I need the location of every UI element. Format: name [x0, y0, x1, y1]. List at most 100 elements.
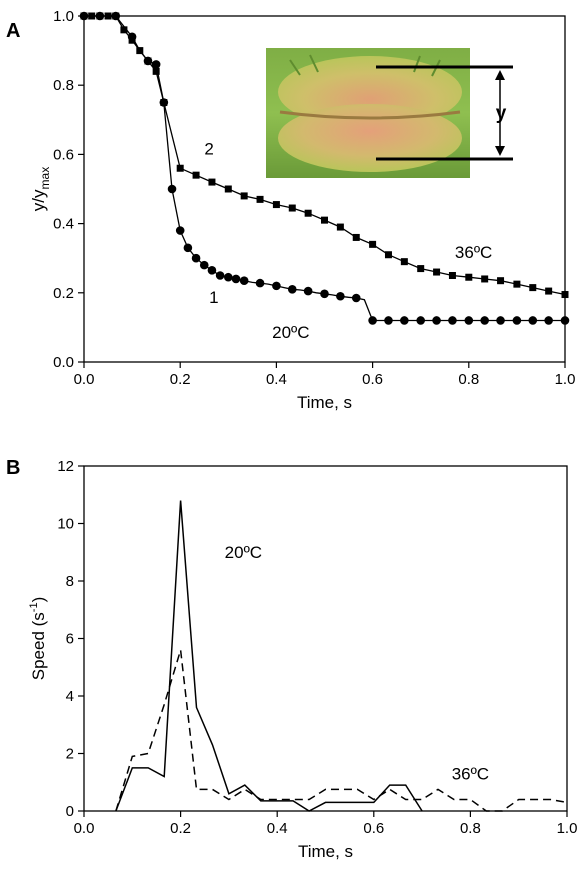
x-tick-label: 0.8: [460, 820, 481, 837]
marker-square: [96, 12, 104, 20]
y-axis-title-sub: max: [38, 167, 52, 190]
marker-square: [128, 36, 136, 44]
y-tick-label: 10: [57, 516, 74, 533]
marker-square: [384, 251, 392, 259]
y-tick-label: 2: [66, 746, 74, 763]
y-axis-title-main: Speed (s: [29, 612, 48, 680]
x-tick-label: 0.0: [74, 820, 95, 837]
marker-square: [448, 272, 456, 279]
marker-circle: [183, 243, 193, 253]
marker-square: [192, 171, 200, 179]
marker-square: [417, 265, 425, 273]
marker-circle: [231, 274, 241, 284]
marker-square: [561, 291, 569, 299]
marker-circle: [544, 316, 553, 325]
marker-square: [288, 204, 296, 212]
curve-annotation: 36ºC: [452, 764, 489, 783]
y-tick-label: 0: [66, 803, 74, 820]
marker-square: [120, 26, 128, 34]
marker-square: [336, 223, 344, 231]
marker-square: [433, 268, 441, 276]
marker-square: [256, 195, 264, 203]
x-tick-label: 0.4: [267, 820, 288, 837]
x-tick-label: 0.8: [458, 371, 479, 388]
curve-annotation: 2: [204, 139, 213, 158]
y-axis-title: y/ymax: [29, 167, 52, 211]
marker-circle: [512, 316, 522, 325]
marker-square: [152, 67, 160, 75]
marker-square: [224, 185, 232, 193]
marker-circle: [272, 281, 281, 291]
inset-photo: [266, 48, 470, 178]
marker-circle: [151, 60, 161, 69]
y-tick-label: 4: [66, 688, 74, 705]
x-tick-label: 0.2: [170, 371, 191, 388]
x-tick-label: 1.0: [557, 820, 578, 837]
x-tick-label: 0.6: [363, 820, 384, 837]
marker-circle: [239, 276, 249, 285]
y-axis-title: Speed (s-1): [28, 597, 48, 681]
panel-a-label: A: [6, 20, 20, 42]
marker-circle: [528, 316, 538, 325]
marker-circle: [384, 316, 393, 325]
marker-square: [136, 47, 144, 55]
marker-circle: [287, 285, 297, 294]
marker-circle: [175, 226, 185, 235]
marker-circle: [320, 289, 329, 299]
marker-square: [112, 12, 120, 20]
marker-circle: [432, 316, 441, 325]
x-axis-title: Time, s: [297, 393, 352, 412]
marker-circle: [496, 316, 505, 325]
marker-circle: [464, 316, 474, 325]
marker-square: [497, 277, 505, 285]
x-tick-label: 0.2: [170, 820, 191, 837]
x-tick-label: 0.0: [74, 371, 95, 388]
marker-circle: [224, 272, 233, 282]
marker-square: [176, 164, 184, 172]
marker-circle: [215, 271, 225, 280]
series-line-dashed: [115, 649, 568, 812]
inset-measure: y: [376, 65, 513, 161]
curve-annotation: 20ºC: [225, 543, 262, 562]
marker-square: [545, 287, 553, 295]
y-tick-label: 1.0: [53, 8, 74, 25]
y-tick-label: 8: [66, 573, 74, 590]
marker-square: [88, 12, 96, 20]
curve-annotation: 36ºC: [455, 243, 492, 262]
marker-circle: [400, 316, 409, 325]
marker-circle: [167, 184, 177, 194]
x-tick-label: 0.4: [266, 371, 287, 388]
marker-square: [240, 192, 248, 200]
marker-circle: [351, 293, 361, 303]
y-tick-label: 12: [57, 458, 74, 475]
marker-square: [80, 12, 88, 20]
marker-circle: [207, 266, 217, 275]
curve-annotation: 1: [209, 288, 218, 307]
marker-square: [369, 240, 377, 248]
plot-frame: [83, 15, 566, 363]
marker-square: [513, 280, 521, 288]
panel-a-chart: 0.0 0.2 0.4 0.6 0.8 1.0 0.0 0.2 0.4 0.6 0.8 1.0 Time…: [29, 8, 575, 412]
y-tick-label: 0.0: [53, 354, 74, 371]
y-axis-title-end: ): [29, 597, 48, 603]
marker-circle: [336, 291, 345, 301]
y-axis-title-sup: -1: [28, 602, 40, 612]
marker-square: [208, 178, 216, 186]
x-tick-label: 0.6: [362, 371, 383, 388]
inset-y-label: y: [496, 103, 507, 124]
marker-square: [304, 209, 312, 217]
marker-circle: [303, 286, 313, 296]
y-tick-label: 0.4: [53, 216, 74, 233]
marker-square: [144, 57, 152, 65]
marker-square: [481, 275, 489, 283]
marker-square: [160, 99, 168, 106]
marker-square: [352, 233, 360, 241]
marker-circle: [448, 316, 457, 325]
x-tick-label: 1.0: [555, 371, 576, 388]
y-tick-label: 0.2: [53, 285, 74, 302]
marker-square: [465, 273, 473, 281]
series-line-solid: [115, 500, 423, 812]
marker-square: [321, 216, 328, 224]
plot-frame: [83, 465, 568, 812]
